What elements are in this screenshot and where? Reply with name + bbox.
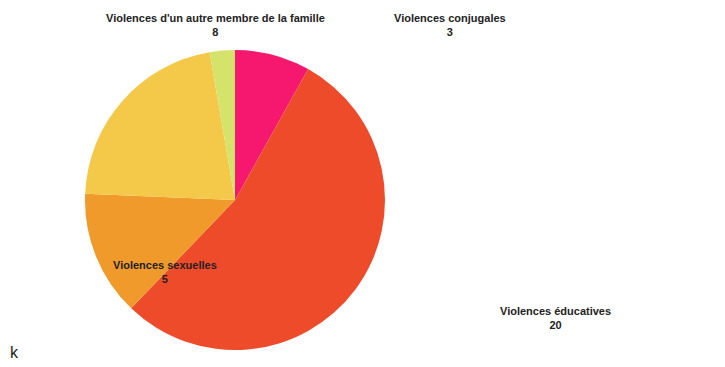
svg-text:Violences d'un autre membre de: Violences d'un autre membre de la famill…: [106, 12, 325, 38]
svg-text:Violences éducatives20: Violences éducatives20: [500, 305, 611, 331]
svg-text:k: k: [10, 344, 19, 361]
svg-text:Violences sexuelles5: Violences sexuelles5: [113, 259, 217, 285]
svg-text:Violences conjugales3: Violences conjugales3: [394, 12, 506, 38]
